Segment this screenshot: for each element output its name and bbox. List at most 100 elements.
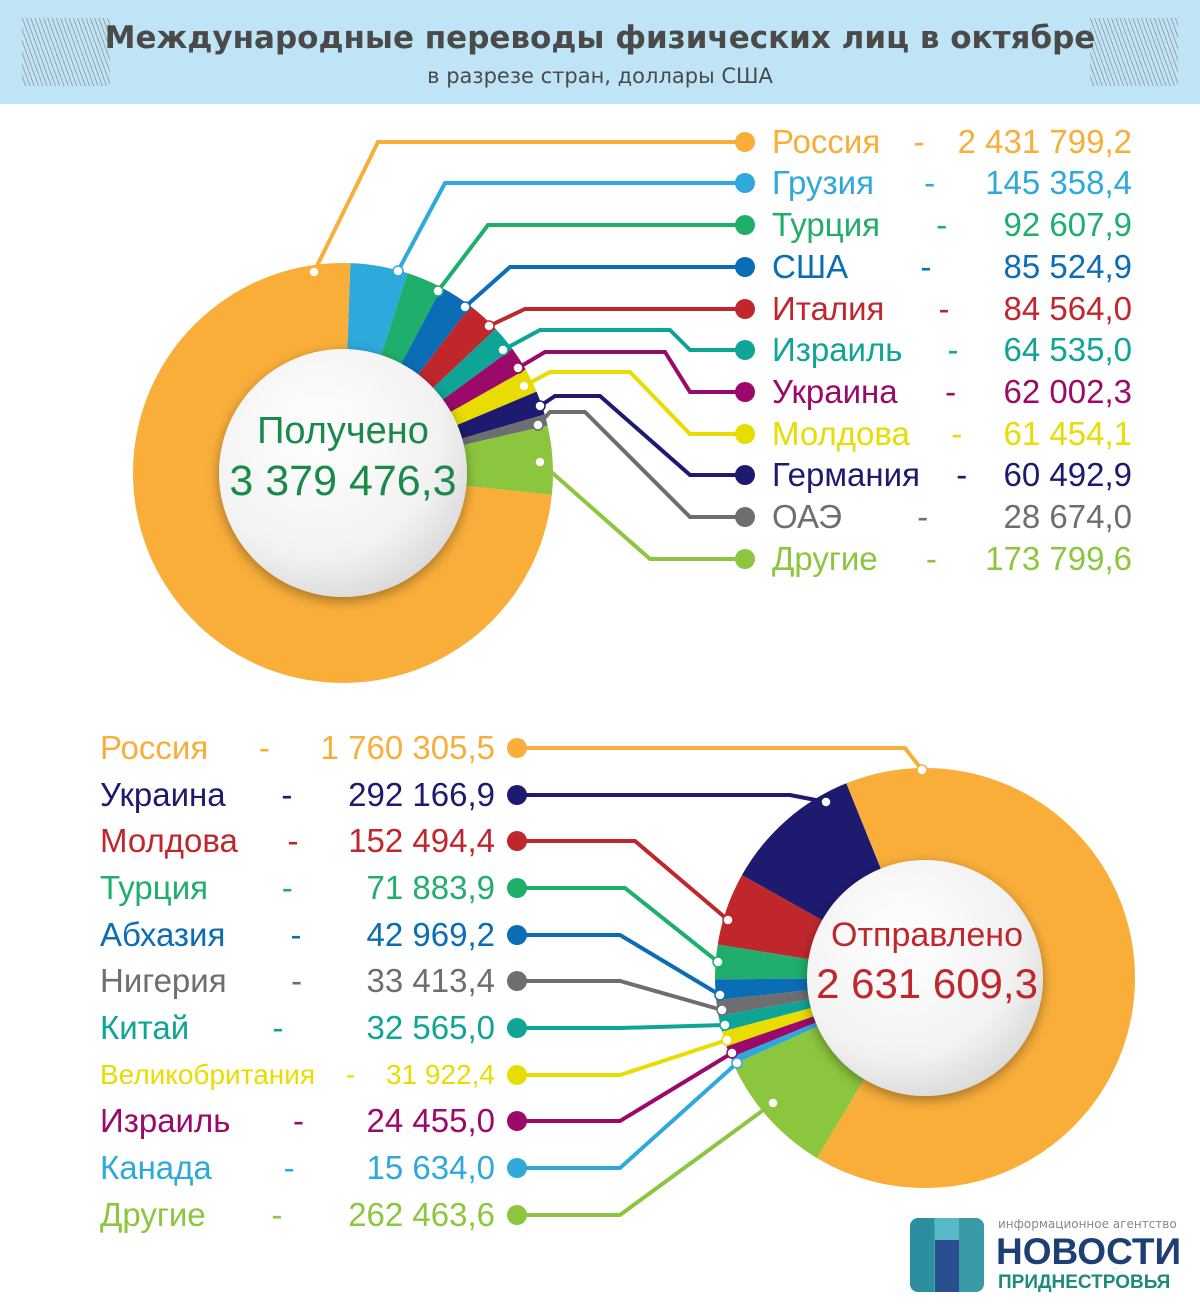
leader-line xyxy=(517,746,924,772)
legend-label: Россия xyxy=(772,123,881,160)
legend-dot xyxy=(735,424,755,444)
legend-item: Китай - 32 565,0 xyxy=(100,1008,495,1048)
donut-slice xyxy=(438,369,537,431)
donut-slice xyxy=(717,875,834,962)
leader-end-dot xyxy=(731,1057,743,1069)
sent-center-circle xyxy=(807,860,1043,1096)
donut-slice xyxy=(726,1012,828,1058)
leader-end-dot xyxy=(726,1047,738,1059)
legend-value: 152 494,4 xyxy=(348,822,495,859)
chart-title: Международные переводы физических лиц в … xyxy=(104,20,1096,56)
leader-line xyxy=(517,1023,726,1030)
leader-end-dot xyxy=(719,1019,731,1031)
leader-line xyxy=(517,979,723,1012)
legend-label: Абхазия xyxy=(100,916,226,953)
donut-slice xyxy=(422,328,513,408)
donut-slice xyxy=(394,287,471,386)
logo-region: ПРИДНЕСТРОВЬЯ xyxy=(998,1272,1171,1293)
legend-value: 60 492,9 xyxy=(1003,456,1132,493)
received-center-total: 3 379 476,3 xyxy=(229,457,456,505)
legend-item: Другие - 173 799,6 xyxy=(772,539,1132,579)
legend-value: 1 760 305,5 xyxy=(320,729,495,766)
legend-label: Израиль xyxy=(772,331,903,368)
legend-dot xyxy=(507,971,527,991)
chart-subtitle: в разрезе стран, доллары США xyxy=(427,64,773,88)
legend-separator: - xyxy=(272,1009,284,1046)
legend-label: Украина xyxy=(772,373,898,410)
legend-item: Германия -60 492,9 xyxy=(772,455,1132,495)
donut-slice xyxy=(716,989,822,1017)
legend-label: Молдова xyxy=(772,415,910,452)
donut-slice xyxy=(376,273,442,376)
legend-dot xyxy=(507,1205,527,1225)
legend-label: Турция xyxy=(100,869,208,906)
received-donut xyxy=(133,262,553,684)
legend-label: США xyxy=(772,248,849,285)
leader-line xyxy=(538,460,745,561)
legend-label: Нигерия xyxy=(100,962,227,999)
header-banner: Международные переводы физических лиц в … xyxy=(0,0,1200,104)
leader-line xyxy=(517,839,730,922)
leader-line xyxy=(517,793,827,804)
leader-line xyxy=(436,223,745,293)
leader-line xyxy=(517,1038,728,1077)
legend-dot xyxy=(507,1111,527,1131)
legend-value: 145 358,4 xyxy=(985,164,1132,201)
legend-label: Другие xyxy=(772,540,878,577)
legend-label: Украина xyxy=(100,776,226,813)
leader-end-dot xyxy=(712,956,724,968)
legend-item: Грузия - 145 358,4 xyxy=(772,163,1132,203)
legend-dot xyxy=(735,215,755,235)
leader-end-dot xyxy=(534,400,546,412)
legend-separator: - xyxy=(290,916,302,953)
leader-end-dot xyxy=(392,265,404,277)
legend-value: 33 413,4 xyxy=(366,962,495,999)
legend-item: Россия -2 431 799,2 xyxy=(772,122,1132,162)
legend-dot xyxy=(735,299,755,319)
legend-label: Молдова xyxy=(100,822,238,859)
legend-value: 92 607,9 xyxy=(1003,206,1132,243)
legend-label: Россия xyxy=(100,729,209,766)
leader-end-dot xyxy=(483,320,495,332)
leader-end-dot xyxy=(432,285,444,297)
legend-value: 262 463,6 xyxy=(348,1196,495,1233)
donut-slice xyxy=(346,263,408,369)
leader-line xyxy=(502,328,745,352)
legend-dot xyxy=(735,257,755,277)
legend-dot xyxy=(507,1065,527,1085)
legend-separator: - xyxy=(924,164,936,201)
donut-slice xyxy=(721,1004,826,1047)
legend-separator: - xyxy=(291,962,303,999)
legend-separator: - xyxy=(345,1059,356,1090)
leader-line xyxy=(517,933,722,997)
leader-end-dot xyxy=(534,456,546,468)
legend-separator: - xyxy=(917,498,929,535)
legend-value: 42 969,2 xyxy=(366,916,495,953)
legend-value: 173 799,6 xyxy=(985,540,1132,577)
legend-separator: - xyxy=(920,248,932,285)
leader-lines xyxy=(308,132,928,1225)
legend-separator: - xyxy=(947,331,959,368)
legend-dot xyxy=(735,340,755,360)
legend-item: Другие - 262 463,6 xyxy=(100,1195,495,1235)
leader-end-dot xyxy=(512,362,524,374)
legend-dot xyxy=(507,1158,527,1178)
legend-item: ОАЭ - 28 674,0 xyxy=(772,497,1132,537)
legend-dot xyxy=(735,465,755,485)
legend-dot xyxy=(507,831,527,851)
logo-mark-icon xyxy=(910,1218,984,1292)
leader-end-dot xyxy=(721,1034,733,1046)
logo-tagline: информационное агентство xyxy=(998,1217,1177,1231)
legend-label: ОАЭ xyxy=(772,498,842,535)
legend-separator: - xyxy=(281,776,293,813)
donut-slice xyxy=(715,944,822,980)
leader-end-dot xyxy=(767,1097,779,1109)
legend-item: США - 85 524,9 xyxy=(772,247,1132,287)
news-agency-logo: информационное агентство НОВОСТИ ПРИДНЕС… xyxy=(910,1218,1200,1298)
legend-separator: - xyxy=(956,456,968,493)
legend-separator: - xyxy=(938,290,950,327)
leader-end-dot xyxy=(308,266,320,278)
leader-line xyxy=(517,1051,734,1123)
received-center-title: Получено xyxy=(257,410,429,452)
legend-value: 85 524,9 xyxy=(1003,248,1132,285)
